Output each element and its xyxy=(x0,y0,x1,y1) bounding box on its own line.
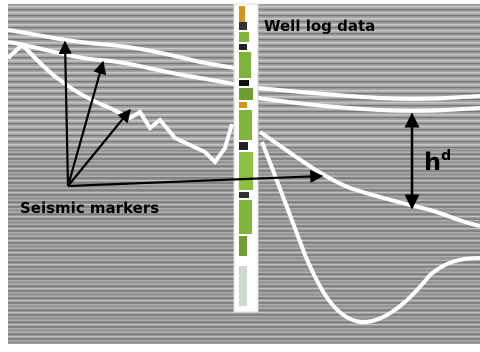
marker-arrow-horizontal xyxy=(67,169,324,188)
left-white-margin xyxy=(0,0,8,347)
well-log-column xyxy=(233,3,259,313)
seismic-marker-arrows xyxy=(58,40,324,188)
marker-arrow-medium xyxy=(67,108,131,187)
thickness-label: hd xyxy=(424,148,451,176)
horizon-line-right-3 xyxy=(258,130,480,228)
thickness-label-base: h xyxy=(424,148,441,176)
horizon-line-3 xyxy=(6,42,234,166)
seismic-markers-label: Seismic markers xyxy=(20,199,159,217)
horizon-line-1 xyxy=(7,28,235,70)
well-log-label: Well log data xyxy=(264,17,375,35)
horizon-line-2 xyxy=(7,40,235,86)
marker-arrow-vertical xyxy=(58,40,72,187)
horizon-line-right-1 xyxy=(257,86,480,101)
thickness-label-superscript: d xyxy=(441,148,451,164)
horizon-line-right-2 xyxy=(257,96,480,113)
horizon-line-right-4 xyxy=(260,141,480,325)
marker-arrow-steep xyxy=(66,60,107,187)
